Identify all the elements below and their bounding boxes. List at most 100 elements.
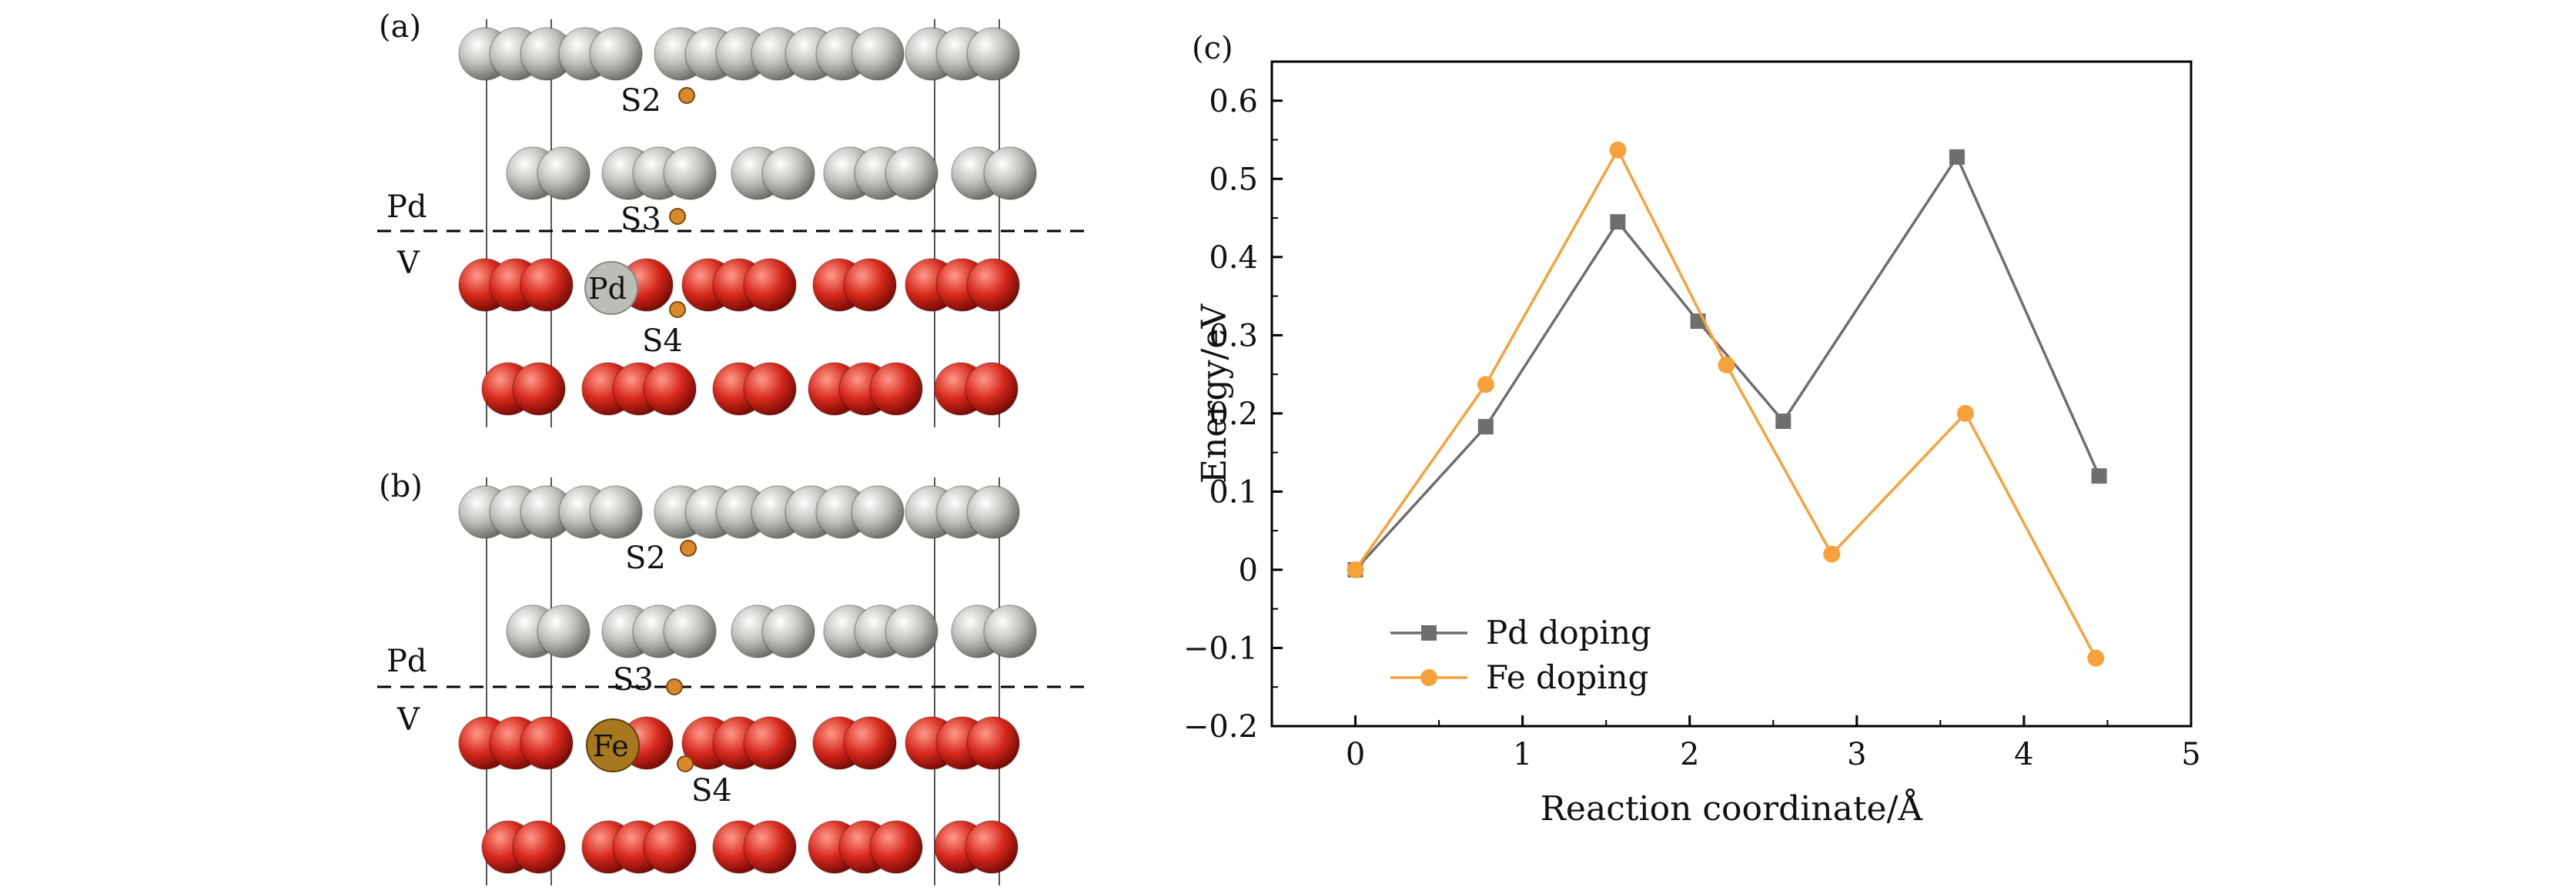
site-s3-label: S3 xyxy=(613,662,654,698)
pd-doping-point xyxy=(1775,414,1791,430)
chart-plot: 0 1 2 3 4 5 −0.2 −0.1 0 0.1 0.2 0.3 0.4 0.5 0.6 Reactio… xyxy=(1183,60,2201,829)
fe-doping-point xyxy=(1956,404,1974,422)
site-s2: S2 xyxy=(625,540,697,576)
pd-atom xyxy=(589,485,643,539)
v-atom xyxy=(965,362,1019,416)
cell-boundary-lines xyxy=(486,19,1000,427)
site-s2: S2 xyxy=(621,83,695,119)
v-atom xyxy=(966,716,1020,770)
x-axis-label: Reaction coordinate/Å xyxy=(1541,788,1924,829)
fe-doping-point xyxy=(1609,141,1627,159)
site-s2-label: S2 xyxy=(625,541,666,576)
panel-c-label: (c) xyxy=(1192,31,1233,66)
y-tick-label: −0.1 xyxy=(1183,631,1258,666)
legend-entry: Pd doping xyxy=(1390,614,1651,651)
v-layer-label: V xyxy=(396,246,420,281)
pd-doping-point xyxy=(1949,149,1965,165)
pd-atom xyxy=(761,604,815,658)
pd-atom xyxy=(966,27,1020,81)
y-tick-label: 0.6 xyxy=(1209,84,1258,119)
fe-doping-point xyxy=(1477,376,1494,393)
pd-atom xyxy=(983,604,1037,658)
pd-atom xyxy=(589,27,643,81)
site-s4: S4 xyxy=(677,755,732,809)
pd-doping-point xyxy=(1610,214,1626,230)
x-tick-label: 1 xyxy=(1513,737,1532,772)
pd-atom xyxy=(851,485,905,539)
x-tick-label: 5 xyxy=(2181,737,2200,772)
fe-doping-point xyxy=(2087,649,2105,667)
pd-atom xyxy=(537,604,590,658)
y-tick-label: −0.2 xyxy=(1183,709,1258,745)
dopant-atom: Pd xyxy=(584,261,638,315)
dopant-label: Fe xyxy=(593,729,629,763)
panel-b-label: (b) xyxy=(379,469,423,504)
dopant-atom: Fe xyxy=(586,718,640,772)
y-tick-label: 0.5 xyxy=(1209,162,1258,197)
site-s4-label: S4 xyxy=(642,323,683,359)
panel-b-structure: (b) Pd V S2 S3 Fe S4 xyxy=(377,469,1086,886)
legend-label: Fe doping xyxy=(1486,658,1648,696)
fe-doping-point xyxy=(1718,356,1735,373)
v-atom xyxy=(520,716,574,770)
legend-entry: Fe doping xyxy=(1390,658,1648,696)
v-atom xyxy=(512,362,566,416)
v-atom xyxy=(843,716,897,770)
energy-chart: (c) 0 1 2 3 4 5 −0.2 −0.1 0 0.1 0.2 0.3 0.4 0.5 0.6 Rea… xyxy=(1183,31,2201,829)
legend-marker xyxy=(1421,625,1437,641)
fe-doping-point xyxy=(1347,561,1364,578)
site-s2-label: S2 xyxy=(621,83,661,119)
v-atom xyxy=(512,820,566,874)
legend-label: Pd doping xyxy=(1486,614,1651,651)
fe-doping-point xyxy=(1823,545,1841,563)
x-tick-label: 2 xyxy=(1680,737,1699,772)
site-s3-label: S3 xyxy=(621,202,661,237)
pd-atom xyxy=(966,485,1020,539)
v-atom xyxy=(743,362,797,416)
pd-atom xyxy=(885,604,938,658)
v-atom xyxy=(520,258,574,312)
v-atom xyxy=(966,258,1020,312)
atom-layers xyxy=(458,485,1037,874)
y-tick-label: 0.4 xyxy=(1209,240,1258,276)
v-atom xyxy=(869,362,923,416)
v-atom xyxy=(843,258,897,312)
v-atom xyxy=(743,820,797,874)
pd-atom xyxy=(537,146,590,200)
pd-atom xyxy=(663,146,717,200)
pd-atom xyxy=(983,146,1037,200)
legend-marker xyxy=(1420,669,1437,686)
y-tick-label: 0.2 xyxy=(1209,397,1258,432)
pd-atom xyxy=(885,146,938,200)
plot-frame xyxy=(1270,60,2193,728)
series-line xyxy=(1354,147,2097,659)
atom-layers xyxy=(458,27,1037,416)
pd-layer-label: Pd xyxy=(386,644,427,679)
pd-layer-label: Pd xyxy=(386,189,427,225)
site-s4: S4 xyxy=(642,301,686,359)
x-tick-label: 3 xyxy=(1847,737,1866,772)
dopant-label: Pd xyxy=(588,272,627,306)
pd-doping-point xyxy=(1477,419,1494,435)
site-s3: S3 xyxy=(613,662,683,698)
site-s3: S3 xyxy=(621,202,686,237)
y-tick-label: 0 xyxy=(1239,553,1258,588)
cell-boundary-lines xyxy=(486,477,1000,886)
v-atom xyxy=(743,258,797,312)
y-tick-label: 0.3 xyxy=(1209,318,1258,353)
site-s4-label: S4 xyxy=(691,773,732,809)
x-tick-label: 0 xyxy=(1346,737,1365,772)
pd-atom xyxy=(663,604,717,658)
pd-atom xyxy=(851,27,905,81)
panel-a-structure: (a) Pd V S2 S3 Pd S4 xyxy=(377,9,1086,427)
y-axis-label: Energy/eV xyxy=(1195,303,1234,484)
v-atom xyxy=(743,716,797,770)
v-atom xyxy=(643,362,697,416)
v-atom xyxy=(965,820,1019,874)
x-tick-label: 4 xyxy=(2014,737,2033,772)
y-tick-label: 0.1 xyxy=(1209,474,1258,510)
v-layer-label: V xyxy=(396,702,420,738)
v-atom xyxy=(643,820,697,874)
pd-atom xyxy=(761,146,815,200)
panel-a-label: (a) xyxy=(379,9,421,45)
